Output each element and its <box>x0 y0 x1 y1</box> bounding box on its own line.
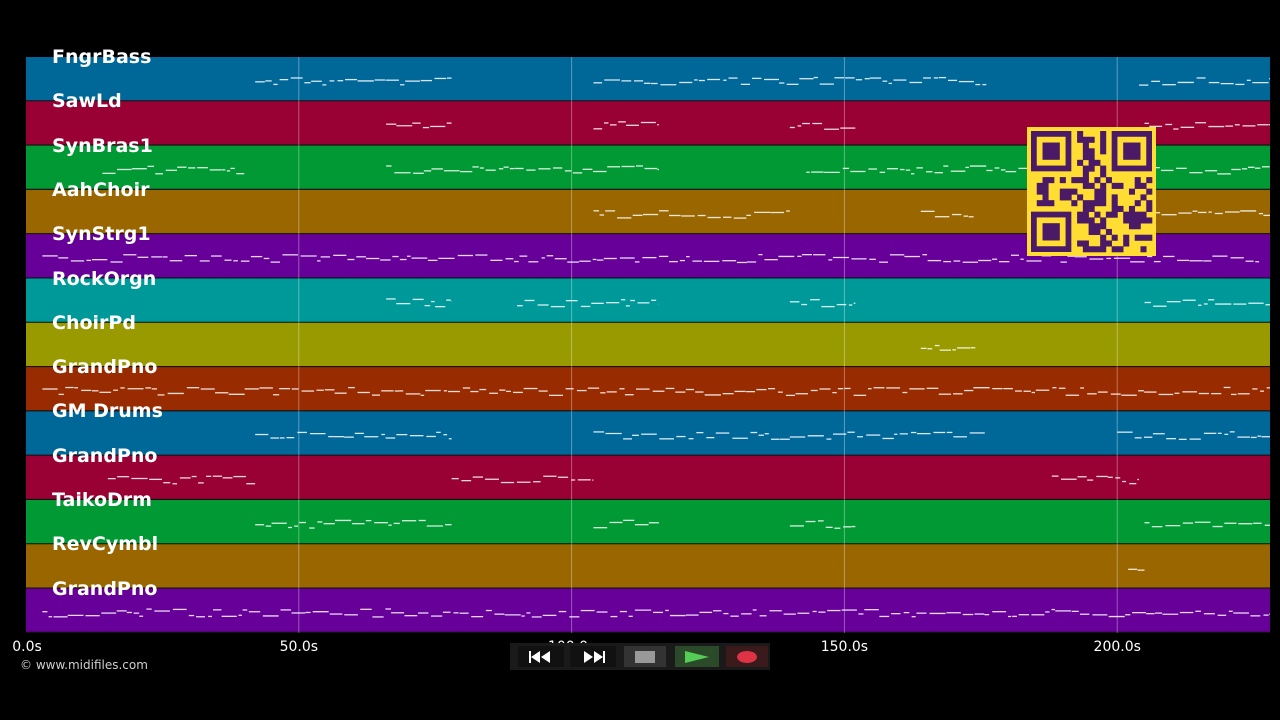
track-notes <box>255 431 1270 441</box>
track-lane <box>26 500 1270 545</box>
track-notes <box>386 298 1270 308</box>
track-label: GrandPno <box>52 444 158 467</box>
track-notes <box>593 210 1270 219</box>
stop-button[interactable] <box>624 646 666 667</box>
track-notes <box>42 608 1270 618</box>
track-label: SawLd <box>52 90 122 113</box>
time-tick-label: 150.0s <box>820 639 869 655</box>
track-lane <box>26 57 1270 102</box>
track-label: GrandPno <box>52 356 158 379</box>
fast-forward-button[interactable] <box>570 646 616 667</box>
track-lane <box>26 322 1270 368</box>
track-notes <box>42 253 1260 264</box>
transport-bar <box>510 643 770 670</box>
track-label: SynBras1 <box>52 134 153 157</box>
play-button[interactable] <box>675 646 719 667</box>
fast-forward-icon <box>584 650 605 663</box>
track-lane <box>26 544 1270 589</box>
play-icon <box>685 650 709 663</box>
qr-code <box>1027 127 1156 256</box>
record-icon <box>737 650 757 663</box>
time-tick-label: 0.0s <box>12 639 42 655</box>
copyright-credit: © www.midifiles.com <box>20 658 148 672</box>
track-label: AahChoir <box>52 178 150 201</box>
track-notes <box>107 475 1140 485</box>
rewind-button[interactable] <box>518 646 564 667</box>
track-label: TaikoDrm <box>52 489 152 511</box>
track-notes <box>386 121 1270 130</box>
track-label: FngrBass <box>52 46 152 68</box>
track-notes <box>42 386 1270 397</box>
stop-icon <box>635 650 655 663</box>
track-notes <box>1128 568 1145 571</box>
track-notes <box>255 76 1270 86</box>
track-label: RockOrgn <box>52 267 157 290</box>
time-tick-label: 50.0s <box>279 639 319 655</box>
track-label: GrandPno <box>52 577 158 600</box>
track-label: RevCymbl <box>52 533 159 556</box>
time-tick-label: 200.0s <box>1093 639 1141 655</box>
record-button[interactable] <box>726 646 768 667</box>
track-label: ChoirPd <box>52 311 136 334</box>
track-lane <box>26 411 1270 456</box>
track-notes <box>920 344 976 351</box>
track-lane <box>26 278 1270 323</box>
track-notes <box>255 519 1270 529</box>
rewind-icon <box>529 650 550 663</box>
track-label: SynStrg1 <box>52 223 151 246</box>
track-label: GM Drums <box>52 400 163 423</box>
track-lane <box>26 455 1270 500</box>
